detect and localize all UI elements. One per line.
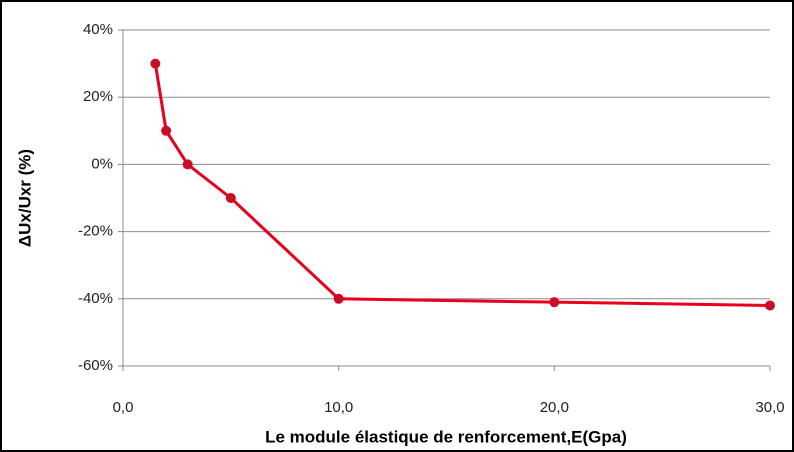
x-tick-label: 20,0 [540, 399, 569, 416]
data-point [765, 300, 775, 311]
y-tick-label: -20% [78, 223, 113, 240]
y-tick-label: -40% [78, 290, 113, 307]
x-axis-title: Le module élastique de renforcement,E(Gp… [265, 427, 627, 446]
data-point [161, 125, 172, 136]
x-tick-label: 30,0 [755, 399, 784, 416]
data-point [150, 58, 161, 69]
x-tick-label: 10,0 [324, 399, 353, 416]
data-point [549, 297, 560, 308]
data-point [225, 193, 236, 203]
data-point [182, 159, 193, 170]
x-tick-label: 0,0 [113, 399, 134, 416]
y-tick-label: 40% [83, 21, 113, 38]
y-tick-label: -60% [78, 357, 113, 374]
data-point [333, 293, 344, 304]
y-axis-title: ΔUx/Uxr (%) [15, 149, 34, 247]
y-tick-label: 20% [83, 88, 113, 105]
y-tick-label: 0% [91, 155, 113, 172]
